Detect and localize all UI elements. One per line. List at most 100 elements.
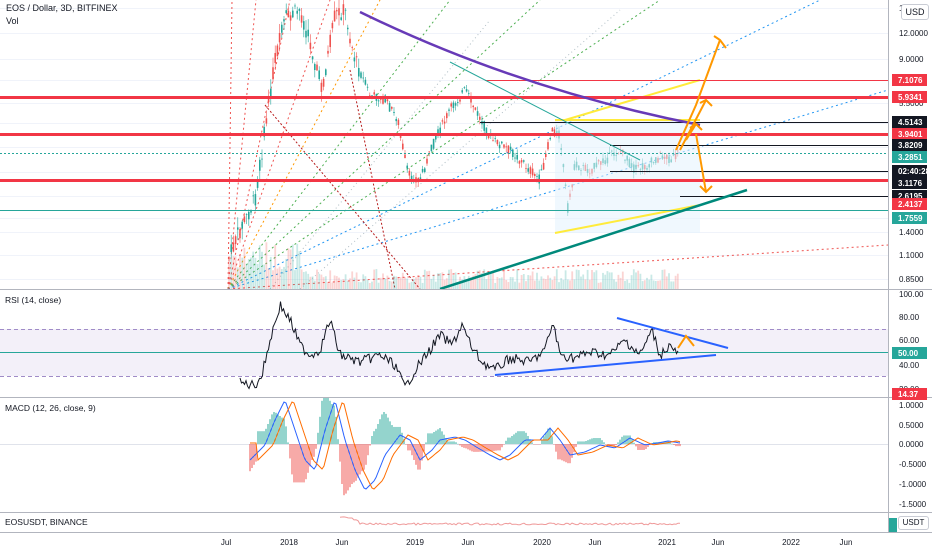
macd-bar [559, 444, 561, 460]
volume-bar [412, 278, 415, 289]
macd-axis: 1.0000 0.5000 0.0000 -0.5000 -1.0000 -1.5000 [899, 401, 927, 509]
volume-bar [663, 269, 666, 289]
macd-bar [565, 444, 567, 463]
macd-bar [333, 405, 335, 444]
macd-bar [369, 444, 371, 446]
macd-bar [677, 444, 679, 447]
macd-bar [539, 444, 541, 445]
fan-line [227, 0, 233, 289]
volume-bar [311, 276, 314, 289]
volume-bar [331, 282, 334, 289]
macd-bar [293, 444, 295, 483]
macd-bar [579, 441, 581, 444]
currency-button[interactable]: USD [901, 4, 929, 20]
volume-bar [386, 275, 389, 289]
candle-body [292, 10, 294, 18]
macd-bar [451, 441, 453, 444]
macd-bar [671, 443, 673, 445]
macd-bar [317, 432, 319, 444]
candle-body [349, 38, 351, 44]
volume-bar [582, 274, 585, 289]
macd-bar [537, 444, 539, 445]
volume-bar [247, 258, 250, 289]
candle-body [362, 77, 364, 79]
volume-bar [371, 281, 373, 289]
price-label-bg [892, 74, 927, 86]
candle-body [520, 160, 523, 163]
candle-body [360, 72, 362, 78]
candle-body [311, 56, 314, 60]
compare-currency-button[interactable]: USDT [898, 516, 929, 530]
candle-body [503, 144, 505, 148]
macd-bar [447, 441, 449, 444]
macd-bar [509, 437, 511, 444]
macd-bar [381, 414, 383, 444]
volume-bar [258, 245, 261, 289]
candle-body [248, 211, 250, 220]
candle-body [364, 79, 367, 85]
volume-bar [527, 275, 530, 289]
macd-bar [255, 444, 257, 462]
macd-bar [429, 433, 431, 444]
volume-bar [588, 279, 591, 289]
price-label-bg [892, 116, 927, 128]
macd-bar [341, 444, 343, 484]
macd-bar [617, 442, 619, 444]
macd-bar [679, 444, 681, 447]
candle-body [404, 154, 406, 159]
macd-bar [619, 439, 621, 444]
candle-body [432, 138, 435, 149]
candle-body [358, 67, 360, 77]
compare-title: EOSUSDT, BINANCE [5, 517, 88, 527]
macd-bar [361, 444, 363, 472]
volume-bar [659, 280, 662, 289]
rsi-line [239, 301, 679, 390]
candle-body [270, 88, 272, 99]
macd-bar [589, 439, 591, 444]
candle-body [300, 15, 303, 23]
macd-bar [615, 444, 617, 446]
candle-body [529, 167, 532, 174]
channel-bottom [554, 204, 701, 234]
price-label-bg [892, 212, 927, 224]
candle-body [424, 168, 426, 172]
volume-bar [318, 273, 321, 289]
price-label-bg [892, 128, 927, 140]
volume-bar [432, 275, 435, 289]
macd-bar [307, 444, 309, 473]
candle-body [267, 95, 270, 103]
volume-bar [566, 279, 569, 289]
candle-body [285, 10, 287, 14]
price-pane [0, 0, 888, 289]
candle-body [536, 176, 538, 177]
macd-bar [419, 444, 421, 470]
volume-bar [637, 270, 640, 289]
volume-bar [351, 271, 354, 289]
volume-bar [485, 279, 488, 289]
macd-bar [427, 433, 429, 444]
macd-bar [511, 436, 513, 444]
macd-bar [311, 444, 313, 460]
volume-bar [615, 281, 618, 289]
macd-bar [425, 442, 427, 444]
candle-body [239, 228, 241, 239]
volume-bar [357, 281, 360, 289]
volume-bar [507, 282, 510, 289]
fan-line [227, 0, 661, 289]
macd-bar [497, 444, 499, 451]
volume-bar [478, 270, 481, 289]
candle-body [545, 153, 547, 158]
volume-bar [650, 274, 653, 289]
volume-bar [239, 254, 241, 289]
volume-bar [547, 275, 549, 289]
volume-bar [674, 275, 677, 289]
volume-bar [463, 276, 466, 289]
candle-body [237, 227, 239, 230]
time-tick: Jun [336, 538, 349, 547]
candle-body [234, 236, 237, 245]
macd-bar [479, 444, 481, 452]
macd-bar [637, 444, 639, 450]
macd-bar [635, 444, 637, 447]
price-tick: 1.1000 [899, 251, 924, 260]
macd-bar [301, 444, 303, 483]
